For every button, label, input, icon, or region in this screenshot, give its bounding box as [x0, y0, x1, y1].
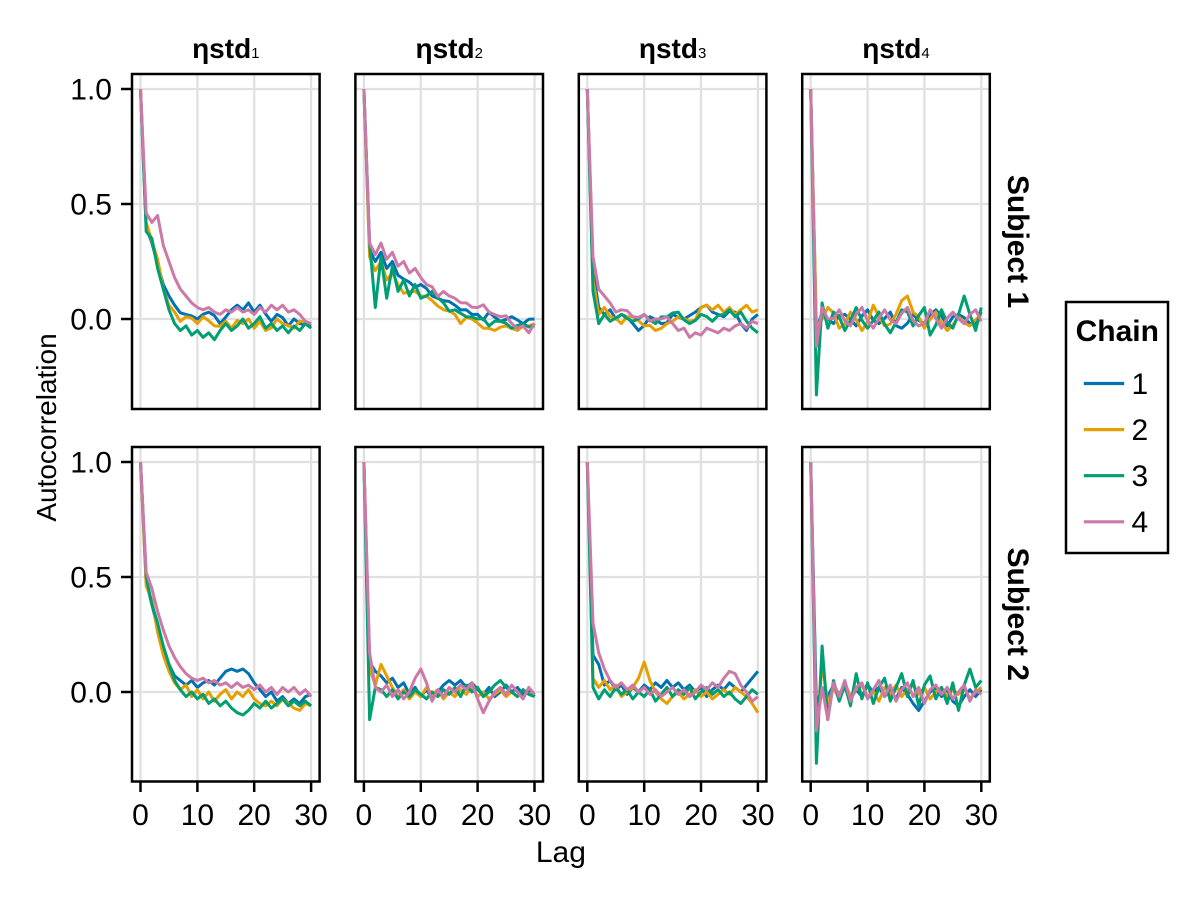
svg-text:0: 0 — [579, 799, 596, 832]
svg-text:0: 0 — [132, 799, 149, 832]
svg-text:ηstd3: ηstd3 — [639, 33, 706, 64]
svg-text:10: 10 — [851, 799, 884, 832]
svg-text:1.0: 1.0 — [70, 446, 112, 479]
svg-text:20: 20 — [461, 799, 494, 832]
svg-text:30: 30 — [518, 799, 551, 832]
svg-text:20: 20 — [684, 799, 717, 832]
svg-text:Chain: Chain — [1076, 315, 1159, 348]
svg-text:30: 30 — [965, 799, 998, 832]
svg-text:Subject 1: Subject 1 — [1001, 175, 1034, 308]
svg-text:0: 0 — [802, 799, 819, 832]
svg-text:0.5: 0.5 — [70, 561, 112, 594]
svg-text:20: 20 — [238, 799, 271, 832]
svg-text:0: 0 — [356, 799, 373, 832]
svg-text:20: 20 — [908, 799, 941, 832]
svg-text:Subject 2: Subject 2 — [1001, 548, 1034, 681]
svg-text:0.0: 0.0 — [70, 676, 112, 709]
svg-text:30: 30 — [294, 799, 327, 832]
svg-text:10: 10 — [628, 799, 661, 832]
svg-text:2: 2 — [1132, 414, 1149, 447]
svg-text:30: 30 — [741, 799, 774, 832]
svg-text:0.0: 0.0 — [70, 303, 112, 336]
svg-text:1.0: 1.0 — [70, 73, 112, 106]
svg-text:4: 4 — [1132, 506, 1149, 539]
svg-text:Lag: Lag — [536, 836, 586, 869]
svg-text:3: 3 — [1132, 460, 1149, 493]
svg-text:ηstd2: ηstd2 — [415, 33, 482, 64]
svg-text:1: 1 — [1132, 368, 1149, 401]
svg-text:0.5: 0.5 — [70, 188, 112, 221]
svg-text:10: 10 — [181, 799, 214, 832]
svg-text:10: 10 — [404, 799, 437, 832]
svg-text:ηstd4: ηstd4 — [862, 33, 929, 64]
svg-text:ηstd1: ηstd1 — [192, 33, 259, 64]
svg-text:Autocorrelation: Autocorrelation — [31, 333, 62, 521]
